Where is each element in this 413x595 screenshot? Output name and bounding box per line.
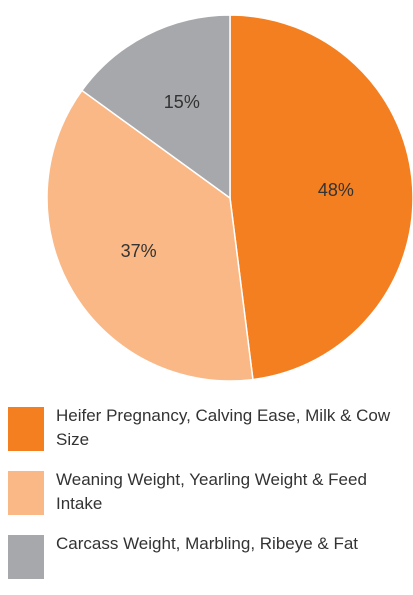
legend-label: Weaning Weight, Yearling Weight & Feed I… [56, 470, 367, 513]
slice-label: 37% [121, 241, 157, 261]
chart: 48% 37% 15% [46, 14, 413, 382]
legend-label: Carcass Weight, Marbling, Ribeye & Fat [56, 534, 359, 553]
legend-item: Weaning Weight, Yearling Weight & Feed I… [8, 468, 408, 516]
slice-label: 15% [164, 92, 200, 112]
legend: Heifer Pregnancy, Calving Ease, Milk & C… [8, 404, 408, 595]
legend-item: Carcass Weight, Marbling, Ribeye & Fat [8, 532, 408, 579]
legend-swatch [8, 535, 44, 579]
legend-item: Heifer Pregnancy, Calving Ease, Milk & C… [8, 404, 408, 452]
legend-swatch [8, 471, 44, 515]
slice-label: 48% [318, 180, 354, 200]
legend-swatch [8, 407, 44, 451]
page: 48% 37% 15% Heifer Pregnancy, Calving Ease… [8, 14, 413, 579]
pie-slice [46, 89, 254, 382]
legend-label: Heifer Pregnancy, Calving Ease, Milk & C… [56, 406, 391, 449]
pie-slice [80, 14, 231, 200]
